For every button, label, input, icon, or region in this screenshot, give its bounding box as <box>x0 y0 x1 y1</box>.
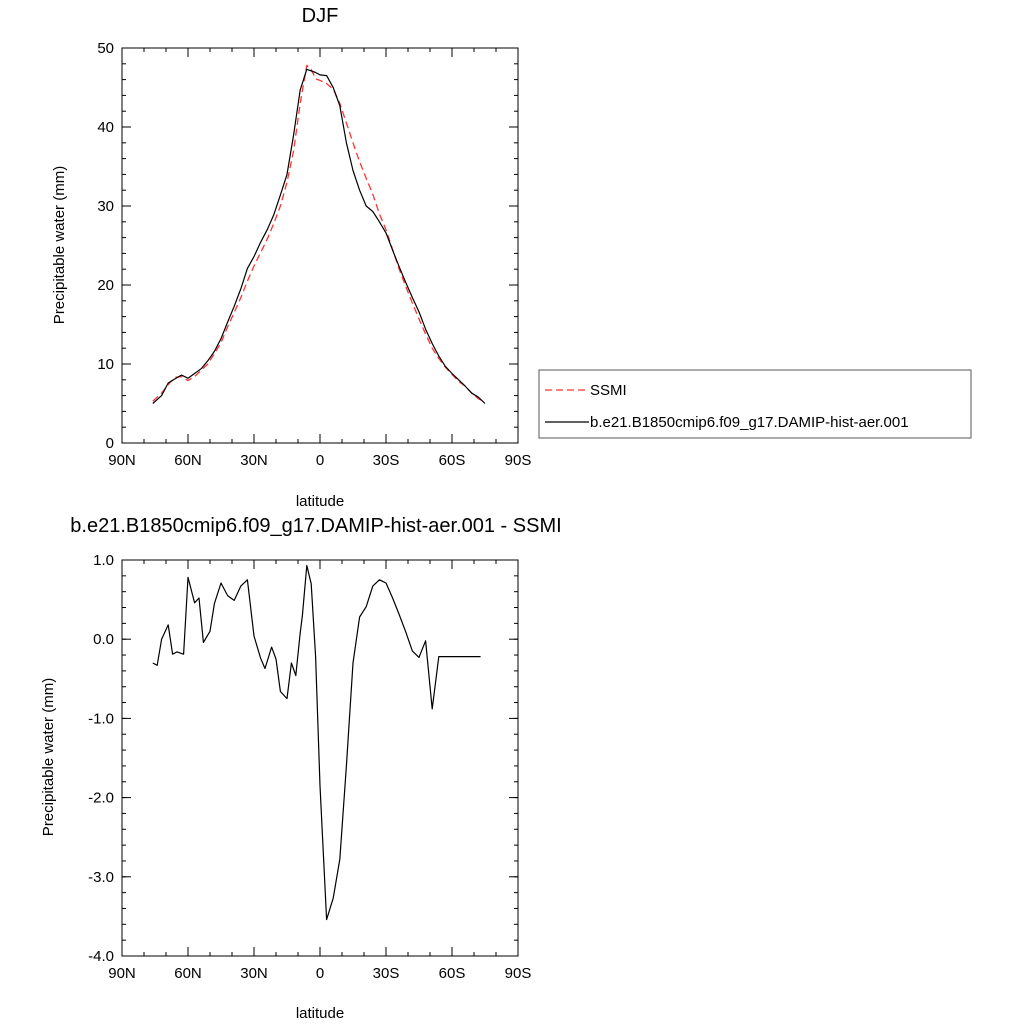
y-tick-label: 0 <box>106 435 114 452</box>
x-tick-label: 90S <box>505 965 532 982</box>
x-tick-label: 30S <box>373 965 400 982</box>
x-tick-label: 0 <box>316 965 324 982</box>
y-tick-label: 10 <box>97 356 114 373</box>
legend-label-ssmi: SSMI <box>590 382 627 399</box>
y-tick-label: 1.0 <box>93 552 114 569</box>
series-layer <box>152 64 486 404</box>
x-tick-label: 30N <box>240 965 268 982</box>
x-tick-label: 90S <box>505 452 532 469</box>
legend-label-model: b.e21.B1850cmip6.f09_g17.DAMIP-hist-aer.… <box>590 414 909 431</box>
x-axis: 90N 60N 30N 0 30S 60S 90S <box>108 48 531 469</box>
x-tick-label: 60N <box>174 965 202 982</box>
series-layer <box>152 564 481 921</box>
series-line-model <box>152 68 486 404</box>
x-tick-label: 90N <box>108 452 136 469</box>
series-line-model <box>152 564 481 921</box>
y-tick-label: 50 <box>97 40 114 57</box>
x-tick-label: 60S <box>439 965 466 982</box>
y-tick-label: -2.0 <box>88 790 114 807</box>
y-tick-label: 0.0 <box>93 631 114 648</box>
x-axis: 90N 60N 30N 0 30S 60S 90S <box>108 560 531 982</box>
y-axis-label: Precipitable water (mm) <box>40 678 57 836</box>
y-tick-label: 30 <box>97 198 114 215</box>
x-tick-label: 30S <box>373 452 400 469</box>
y-axis-label: Precipitable water (mm) <box>51 166 68 324</box>
y-axis: -4.0 -3.0 -2.0 -1.0 0.0 1.0 <box>88 552 518 965</box>
panel-bottom: b.e21.B1850cmip6.f09_g17.DAMIP-hist-aer.… <box>40 515 562 1022</box>
panel-top: DJF 90N 60N 30N 0 30S 60S 90S 0 10 20 30 40 50 lati… <box>51 5 972 510</box>
chart-title: DJF <box>302 5 339 27</box>
x-tick-label: 0 <box>316 452 324 469</box>
y-axis: 0 10 20 30 40 50 <box>97 40 518 452</box>
x-tick-label: 90N <box>108 965 136 982</box>
legend: SSMI b.e21.B1850cmip6.f09_g17.DAMIP-hist… <box>538 369 972 439</box>
x-tick-label: 60N <box>174 452 202 469</box>
series-line-ssmi <box>152 64 486 403</box>
y-tick-label: 20 <box>97 277 114 294</box>
y-tick-label: -4.0 <box>88 948 114 965</box>
plot-frame <box>121 47 519 444</box>
plot-frame <box>121 559 519 957</box>
legend-box <box>538 369 972 439</box>
x-axis-label: latitude <box>296 1005 344 1022</box>
x-tick-label: 30N <box>240 452 268 469</box>
y-tick-label: 40 <box>97 119 114 136</box>
x-tick-label: 60S <box>439 452 466 469</box>
chart-title: b.e21.B1850cmip6.f09_g17.DAMIP-hist-aer.… <box>70 515 561 537</box>
y-tick-label: -1.0 <box>88 710 114 727</box>
y-tick-label: -3.0 <box>88 869 114 886</box>
x-axis-label: latitude <box>296 493 344 510</box>
